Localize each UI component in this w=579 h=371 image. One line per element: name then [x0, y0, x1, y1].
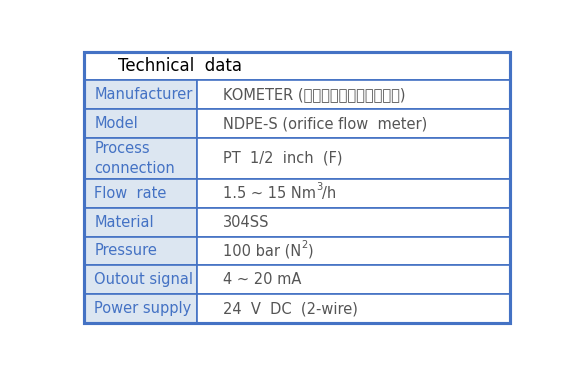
Bar: [196, 236, 510, 265]
Bar: [196, 265, 510, 294]
Text: Model: Model: [94, 116, 138, 131]
Text: Material: Material: [94, 214, 154, 230]
Text: Pressure: Pressure: [94, 243, 157, 259]
Bar: [83, 52, 510, 80]
Bar: [196, 179, 510, 208]
Bar: [196, 80, 510, 109]
Text: Flow  rate: Flow rate: [94, 186, 167, 201]
Bar: [83, 236, 196, 265]
Text: 304SS: 304SS: [223, 214, 270, 230]
Text: 2: 2: [302, 240, 307, 250]
Bar: [196, 138, 510, 179]
Bar: [83, 179, 196, 208]
Bar: [196, 208, 510, 236]
Text: Technical  data: Technical data: [118, 57, 241, 75]
Text: 24  V  DC  (2-wire): 24 V DC (2-wire): [223, 301, 358, 316]
Bar: [83, 294, 196, 323]
Bar: [83, 109, 196, 138]
Bar: [83, 138, 196, 179]
Text: Power supply: Power supply: [94, 301, 192, 316]
Bar: [83, 265, 196, 294]
Text: 3: 3: [316, 182, 323, 192]
Text: NDPE-S (orifice flow  meter): NDPE-S (orifice flow meter): [223, 116, 427, 131]
Text: 100 bar (N: 100 bar (N: [223, 243, 302, 259]
Bar: [83, 208, 196, 236]
Text: Outout signal: Outout signal: [94, 272, 193, 287]
Text: Process
connection: Process connection: [94, 141, 175, 176]
Bar: [83, 80, 196, 109]
Bar: [196, 294, 510, 323]
Text: /h: /h: [323, 186, 337, 201]
Text: PT  1/2  inch  (F): PT 1/2 inch (F): [223, 151, 343, 166]
Bar: [196, 109, 510, 138]
Text: Manufacturer: Manufacturer: [94, 87, 193, 102]
Text: KOMETER (한국유량계공업주식회사): KOMETER (한국유량계공업주식회사): [223, 87, 406, 102]
Text: 4 ~ 20 mA: 4 ~ 20 mA: [223, 272, 302, 287]
Text: ): ): [307, 243, 313, 259]
Text: 1.5 ~ 15 Nm: 1.5 ~ 15 Nm: [223, 186, 316, 201]
